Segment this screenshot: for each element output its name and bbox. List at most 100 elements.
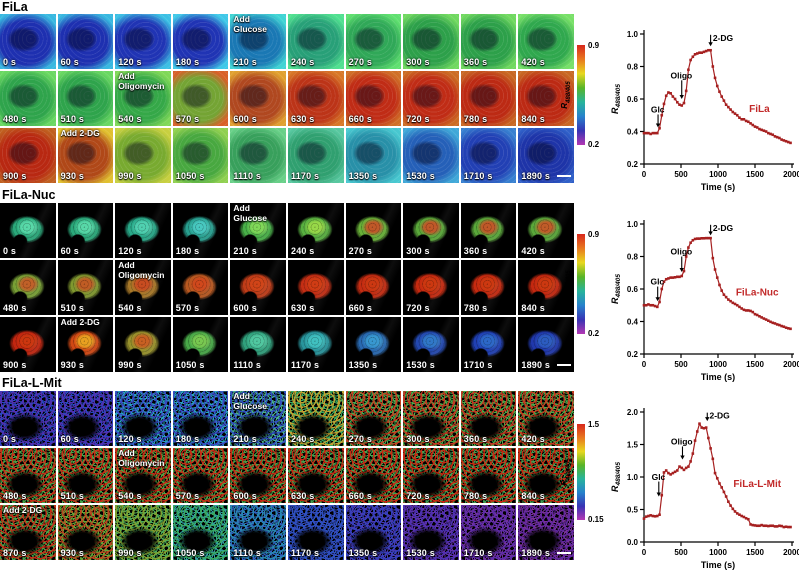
frame-timestamp: 240 s	[290, 246, 315, 256]
y-axis-title: R488/405	[610, 462, 622, 492]
microscopy-frame: 1050 s	[172, 505, 229, 560]
data-point-marker	[767, 524, 770, 528]
data-point-marker	[718, 283, 721, 287]
data-point-marker	[642, 517, 646, 520]
x-tick-label: 0	[642, 360, 647, 369]
data-point-marker	[691, 238, 695, 242]
data-line	[643, 422, 791, 528]
data-point-marker	[667, 91, 670, 94]
data-point-marker	[787, 525, 790, 529]
treatment-annotation: Add 2-DG	[60, 317, 100, 327]
data-point-marker	[733, 302, 737, 306]
data-point-marker	[755, 126, 759, 129]
microscopy-frame: 660 s	[345, 448, 402, 503]
microscopy-frame: Add Glucose 210 s	[230, 391, 286, 446]
frame-timestamp: 270 s	[348, 246, 373, 256]
data-point-marker	[762, 524, 766, 528]
data-point-marker	[753, 524, 757, 527]
microscopy-frame: 930 s	[57, 505, 114, 560]
microscopy-frame: 660 s	[345, 71, 402, 126]
data-point-marker	[722, 293, 726, 296]
microscopy-frame: Add Oligomycin 540 s	[115, 71, 171, 126]
data-point-marker	[671, 95, 675, 98]
y-tick-label: 1.0	[627, 30, 639, 39]
frame-timestamp: 480 s	[3, 491, 27, 501]
microscopy-frame: 1050 s	[172, 317, 229, 372]
data-point-marker	[658, 513, 661, 516]
microscopy-frame: 1170 s	[287, 317, 344, 372]
frame-timestamp: 60 s	[60, 434, 79, 444]
y-tick-label: 1.5	[627, 441, 639, 450]
y-tick-label: 1.0	[627, 473, 639, 482]
x-tick-label: 2000	[783, 170, 799, 179]
data-point-marker	[700, 237, 704, 240]
data-point-marker	[644, 515, 648, 518]
frame-timestamp: 1890 s	[521, 171, 551, 181]
microscopy-frame: 990 s	[115, 128, 171, 183]
microscopy-frame: 480 s	[0, 448, 56, 503]
frame-timestamp: 270 s	[348, 57, 373, 67]
frame-timestamp: 120 s	[118, 434, 142, 444]
data-point-marker	[651, 303, 655, 307]
frame-timestamp: 180 s	[175, 57, 200, 67]
data-point-marker	[687, 246, 690, 249]
data-point-marker	[780, 138, 783, 141]
frame-timestamp: 270 s	[348, 434, 373, 444]
data-point-marker	[778, 323, 781, 327]
microscopy-frame: 180 s	[172, 14, 229, 69]
microscopy-frame: 900 s	[0, 128, 56, 183]
data-point-marker	[698, 237, 701, 240]
frame-timestamp: 120 s	[118, 57, 142, 67]
microscopy-frame: 660 s	[345, 260, 402, 315]
microscopy-frame: 600 s	[230, 448, 286, 503]
microscopy-frame: 780 s	[460, 71, 517, 126]
data-point-marker	[682, 269, 686, 273]
frame-timestamp: 780 s	[463, 303, 488, 313]
frame-timestamp: 420 s	[521, 434, 545, 444]
data-point-marker	[660, 493, 664, 497]
x-axis-title: Time (s)	[701, 182, 735, 192]
microscopy-frame: 1890 s	[518, 505, 574, 560]
data-point-marker	[773, 135, 777, 138]
microscopy-frame: 120 s	[115, 203, 171, 258]
frame-timestamp: 990 s	[118, 360, 142, 370]
data-point-marker	[689, 241, 692, 244]
data-point-marker	[682, 101, 686, 105]
data-point-marker	[720, 289, 723, 292]
frame-timestamp: 180 s	[175, 246, 200, 256]
data-point-marker	[727, 105, 730, 109]
frame-timestamp: 660 s	[348, 114, 373, 124]
data-point-marker	[651, 514, 655, 518]
treatment-annotation: Glc	[650, 277, 664, 287]
data-point-marker	[693, 439, 697, 442]
data-point-marker	[667, 471, 670, 475]
arrow-head	[680, 455, 685, 460]
treatment-annotation: Oligo	[671, 70, 693, 80]
frame-timestamp: 510 s	[60, 303, 85, 313]
data-point-marker	[784, 326, 788, 329]
data-point-marker	[767, 319, 770, 322]
colorbar-fila: R488/405 0.9 0.2	[560, 41, 600, 149]
treatment-annotation: Add 2-DG	[3, 505, 43, 515]
section-title-nuc: FiLa-Nuc	[2, 188, 56, 202]
microscopy-frame: 1050 s	[172, 128, 229, 183]
data-point-marker	[687, 465, 690, 468]
x-tick-label: 1000	[709, 548, 727, 557]
frame-timestamp: 300 s	[406, 246, 430, 256]
data-point-marker	[762, 129, 766, 132]
data-point-marker	[742, 118, 746, 121]
x-tick-label: 1500	[746, 548, 764, 557]
frame-timestamp: 1050 s	[175, 548, 205, 558]
frame-timestamp: 510 s	[60, 114, 85, 124]
data-point-marker	[760, 128, 763, 132]
microscopy-frame: 1170 s	[287, 505, 344, 560]
image-grid-nuc: 0 s 60 s 120 s 180 s Add Glucose 210 s 240 s 27…	[0, 203, 574, 372]
frame-timestamp: 1170 s	[290, 171, 320, 181]
data-point-marker	[664, 94, 668, 98]
y-tick-label: 0.8	[627, 253, 639, 262]
microscopy-frame: 480 s	[0, 71, 56, 126]
y-tick-label: 0.6	[627, 285, 639, 294]
section-title-fila: FiLa	[2, 0, 28, 14]
data-point-marker	[647, 303, 650, 306]
data-point-marker	[780, 324, 783, 328]
